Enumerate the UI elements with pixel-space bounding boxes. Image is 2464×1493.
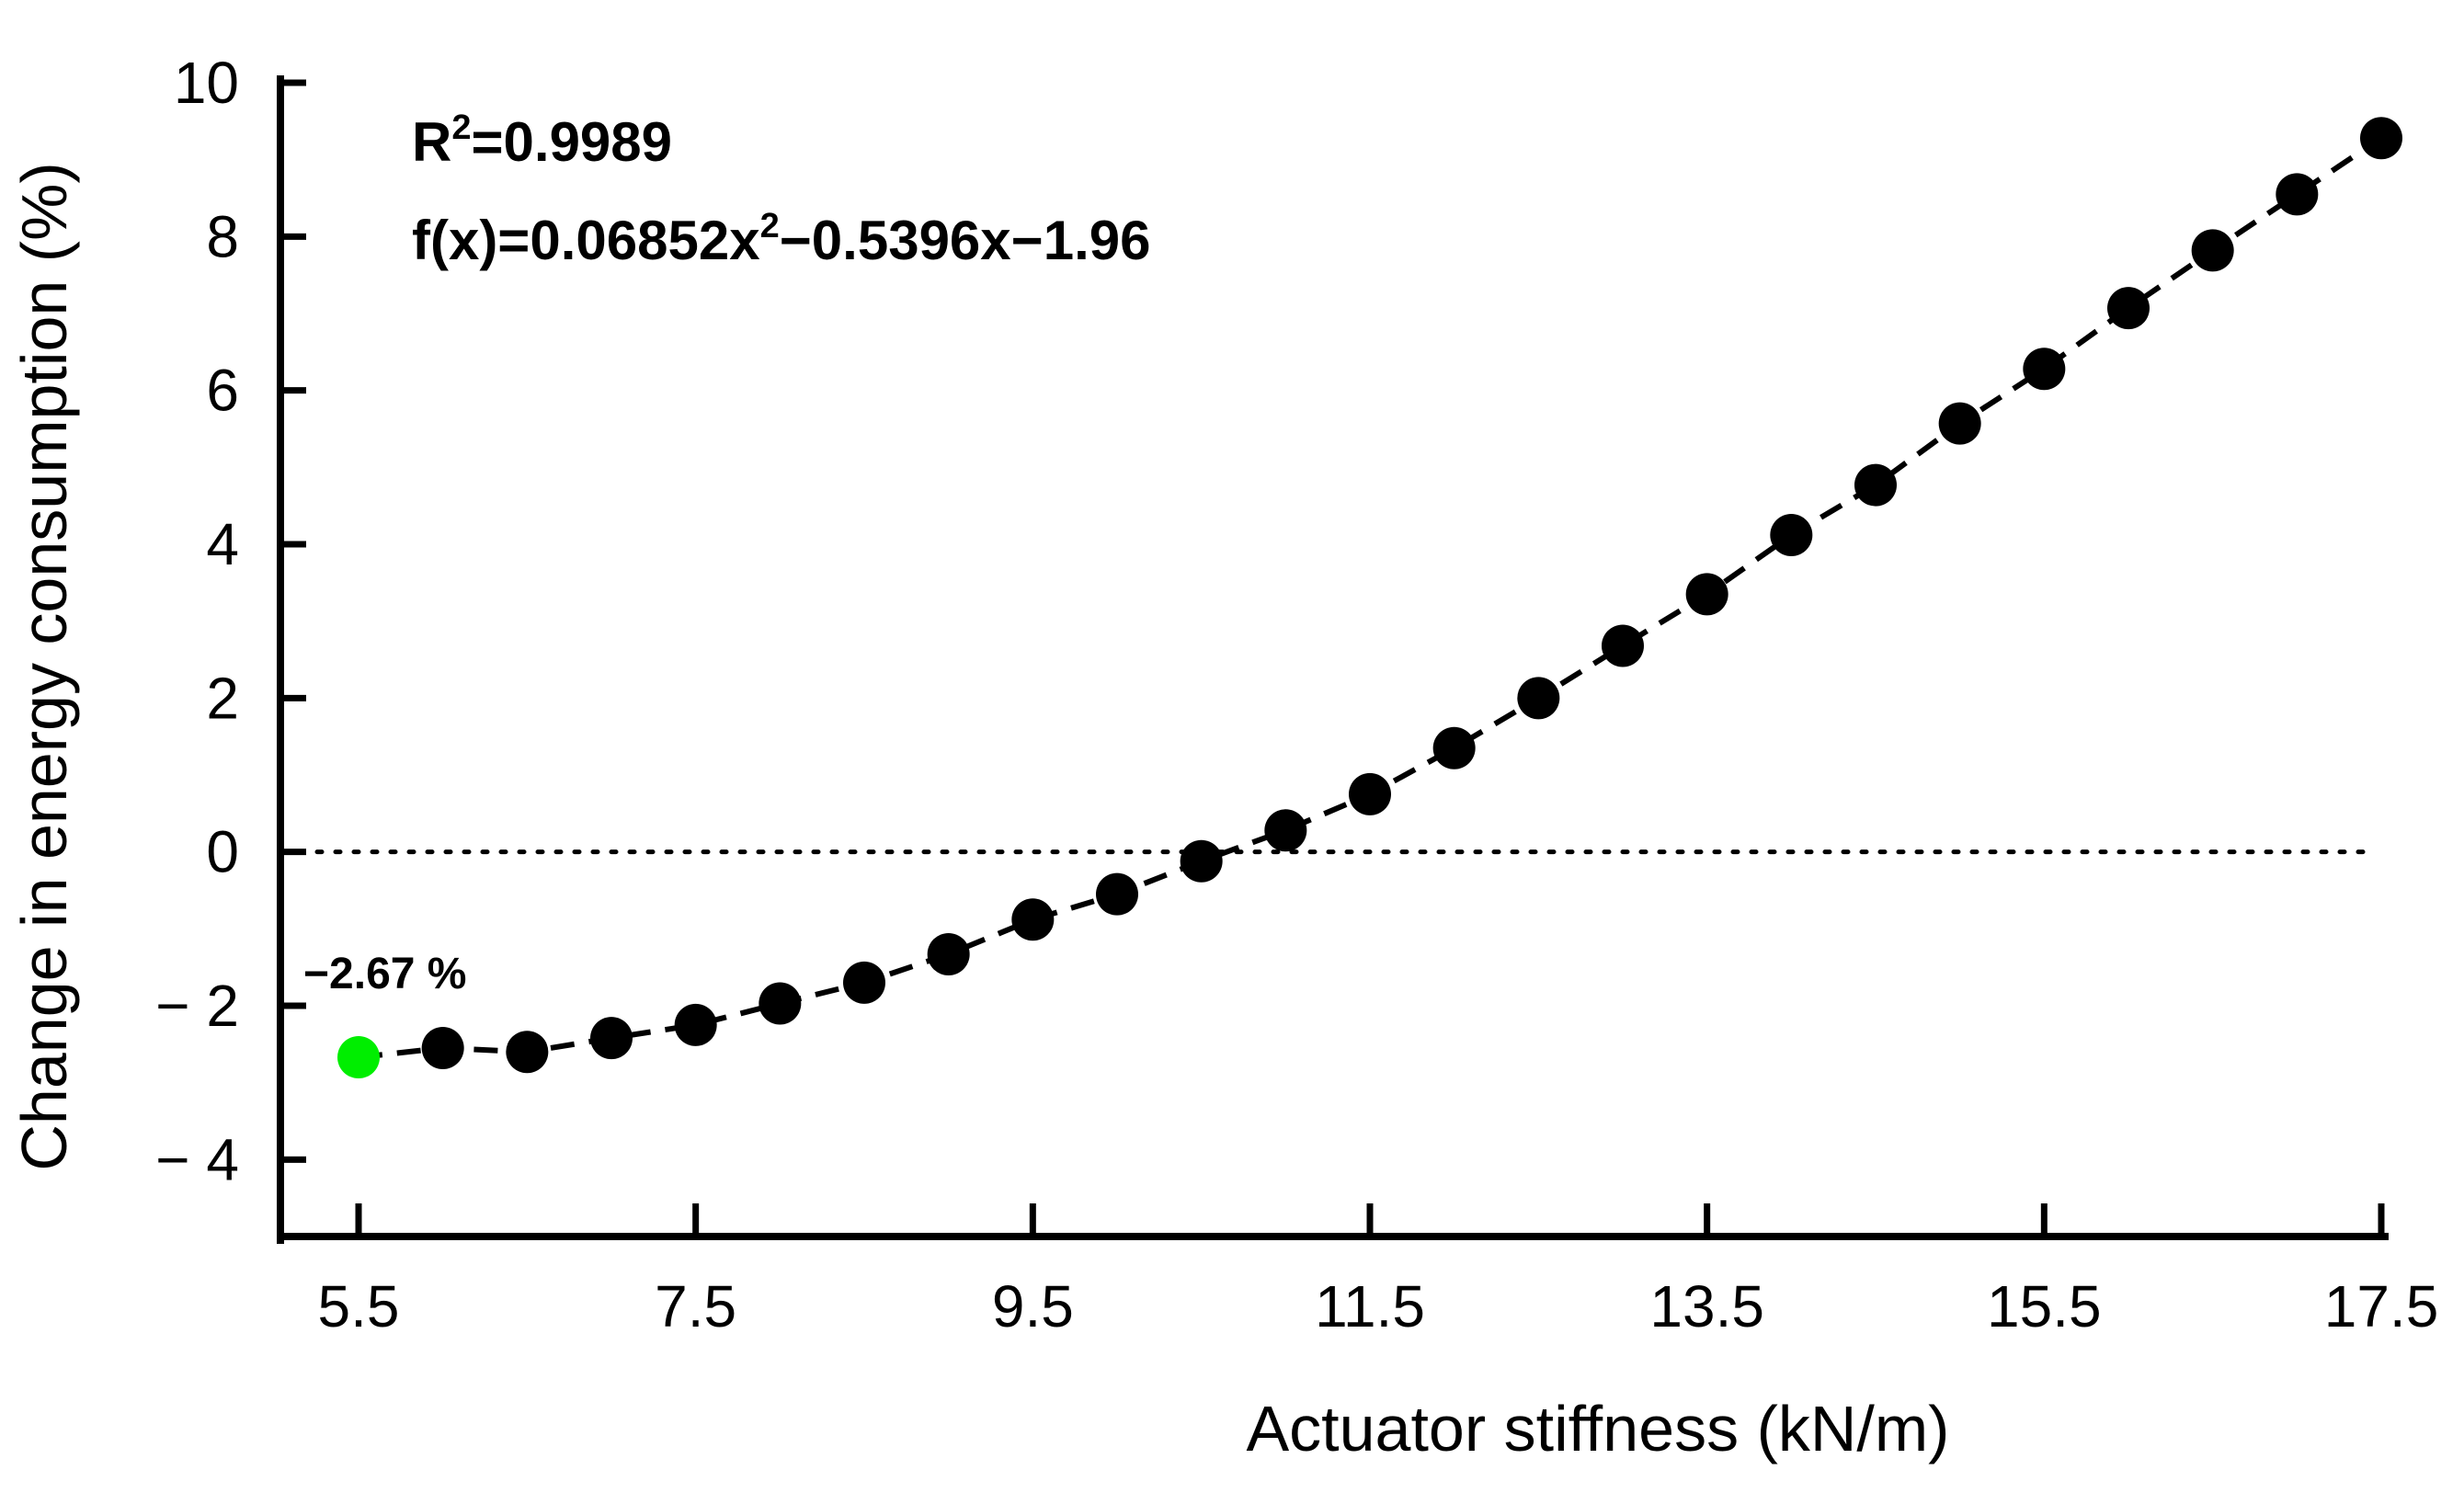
data-point	[1180, 839, 1223, 883]
x-tick-label: 17.5	[2324, 1273, 2439, 1339]
data-point	[1011, 898, 1055, 941]
data-point	[1349, 772, 1391, 815]
fit-equation-prefix: f(x)=0.06852x	[412, 210, 760, 271]
fit-equation-annotation: f(x)=0.06852x2−0.5396x−1.96	[412, 207, 1151, 271]
y-tick-label: 0	[206, 819, 239, 885]
data-point	[1770, 513, 1813, 556]
y-tick-label: 10	[174, 50, 239, 116]
y-tick-label: 8	[206, 203, 239, 269]
y-axis-title: Change in energy consumption (%)	[8, 162, 80, 1170]
r-squared-annotation: R2=0.9989	[412, 108, 672, 173]
x-tick-label: 11.5	[1315, 1273, 1425, 1339]
data-point	[927, 932, 970, 975]
x-axis-title: Actuator stiffness (kN/m)	[1246, 1393, 1949, 1465]
data-point	[1602, 624, 1644, 667]
y-tick-label: − 4	[155, 1126, 239, 1192]
data-point	[1938, 402, 1981, 445]
y-tick-label: 4	[206, 511, 239, 577]
x-tick-label: 13.5	[1649, 1273, 1764, 1339]
fit-equation-exponent: 2	[760, 207, 780, 245]
x-tick-label: 7.5	[655, 1273, 736, 1339]
data-point	[1685, 573, 1728, 616]
fit-equation-suffix: −0.5396x−1.96	[780, 210, 1151, 271]
data-point	[421, 1027, 464, 1070]
text-group: Change in energy consumption (%) Actuato…	[8, 108, 1950, 1465]
data-point	[2023, 348, 2066, 391]
data-point	[590, 1017, 633, 1060]
data-point	[506, 1031, 549, 1074]
r-squared-value: =0.9989	[471, 111, 672, 173]
min-data-point	[337, 1036, 380, 1079]
ticks-group: − 4 − 2 0 2 4 6 8 10 5.5 7.5 9.5 11.5 13.5 15.5 17.5	[155, 50, 2438, 1339]
axes-group	[277, 75, 2389, 1244]
x-tick-label: 15.5	[1987, 1273, 2102, 1339]
y-tick-label: 2	[206, 665, 239, 731]
y-tick-label: 6	[206, 358, 239, 424]
min-point-label: −2.67 %	[303, 950, 466, 998]
data-point	[1096, 872, 1138, 916]
data-point	[759, 982, 802, 1025]
data-point	[674, 1003, 717, 1046]
fit-curve	[358, 135, 2383, 1061]
data-point	[2191, 229, 2234, 272]
data-point	[1517, 677, 1560, 720]
data-point	[1854, 463, 1897, 507]
y-tick-label: − 2	[155, 973, 239, 1039]
data-point	[843, 961, 885, 1004]
data-point	[1432, 726, 1476, 769]
x-tick-label: 9.5	[992, 1273, 1074, 1339]
data-point	[1264, 809, 1307, 852]
x-tick-label: 5.5	[318, 1273, 400, 1339]
r-squared-prefix: R	[412, 111, 451, 173]
r-squared-exponent: 2	[451, 108, 471, 147]
data-points-group	[337, 117, 2402, 1079]
data-point	[2360, 117, 2402, 160]
fit-curve-group	[358, 135, 2383, 1061]
data-point	[2107, 287, 2150, 330]
data-point	[2276, 173, 2319, 216]
